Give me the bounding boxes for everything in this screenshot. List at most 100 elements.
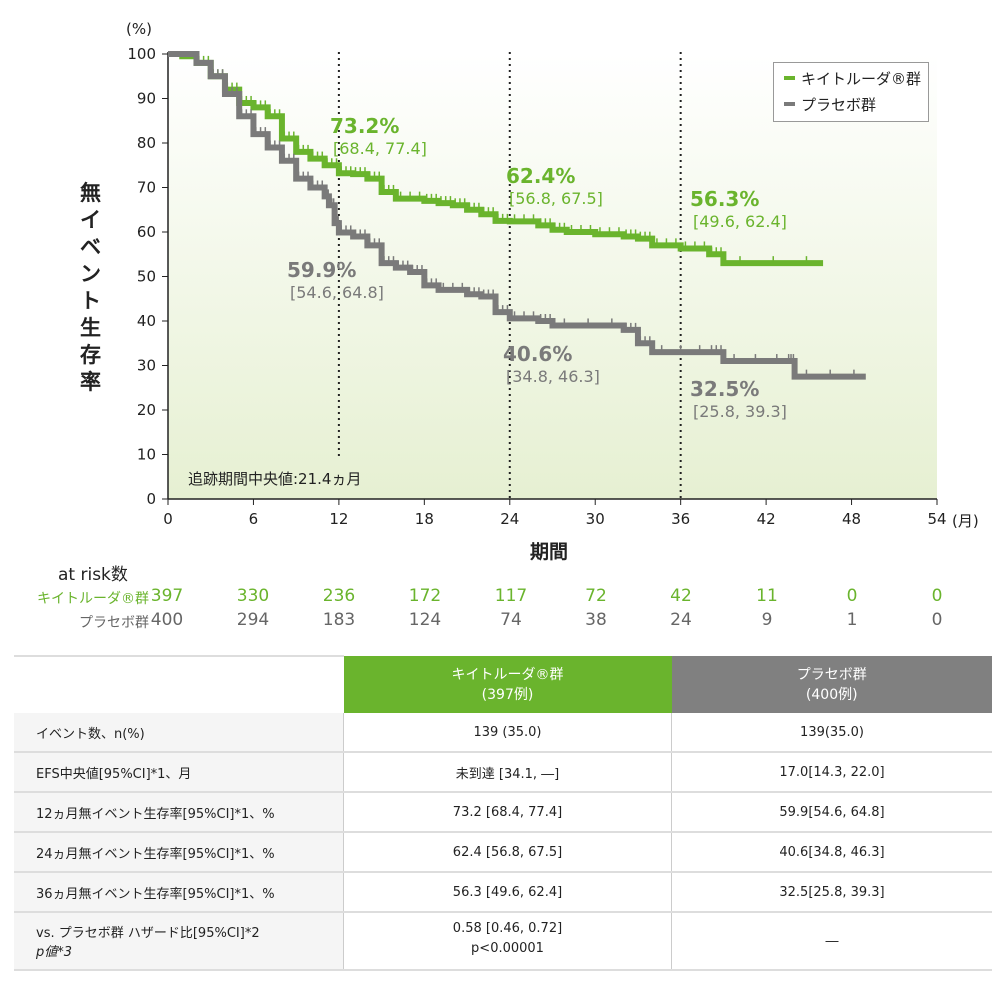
table-row: EFS中央値[95%CI]*1、月 未到達 [34.1, ―] 17.0[14.… [14,752,992,793]
at-risk-count: 400 [150,610,184,630]
y-tick-label: 90 [137,90,156,108]
legend-label: キイトルーダ®群 [801,69,922,88]
table-row-hazard: vs. プラセボ群 ハザード比[95%CI]*2 p値*3 0.58 [0.46,… [14,912,992,971]
ci-label: [68.4, 77.4] [333,139,427,158]
ci-label: [54.6, 64.8] [290,283,384,302]
at-risk-row-label: プラセボ群 [79,615,149,631]
survival-rate-label: 73.2% [330,114,399,138]
y-tick-label: 80 [137,134,156,152]
results-table: キイトルーダ®群 (397例) プラセボ群 (400例) イベント数、n(%) 13… [14,655,992,971]
value-keytruda: 139 (35.0) [343,713,672,753]
x-tick-label: 0 [163,510,173,528]
value-keytruda: 56.3 [49.6, 62.4] [343,872,672,913]
ci-label: [56.8, 67.5] [509,189,603,208]
at-risk-count: 72 [585,586,607,606]
y-unit: (%) [126,20,152,38]
y-tick-label: 100 [127,45,156,63]
at-risk-row-label: キイトルーダ®群 [37,591,149,607]
at-risk-count: 11 [756,586,778,606]
y-tick-label: 20 [137,401,156,419]
value-placebo: 59.9[54.6, 64.8] [671,792,992,833]
legend-swatch [784,102,795,106]
y-tick-label: 70 [137,179,156,197]
at-risk-count: 38 [585,610,607,630]
y-tick-label: 40 [137,312,156,330]
legend-label: プラセボ群 [801,95,877,114]
hr-value-keytruda: 0.58 [0.46, 0.72] p<0.00001 [343,912,672,971]
header-n: (400例) [805,686,858,703]
survival-rate-label: 59.9% [287,258,356,282]
ci-label: [49.6, 62.4] [693,212,787,231]
header-n: (397例) [481,686,534,703]
at-risk-count: 42 [670,586,692,606]
survival-rate-label: 32.5% [690,377,759,401]
legend-item-keytruda: キイトルーダ®群 [784,67,928,89]
table-row: 36ヵ月無イベント生存率[95%CI]*1、% 56.3 [49.6, 62.4… [14,872,992,913]
header-label: プラセボ群 [796,666,867,683]
value-keytruda: 62.4 [56.8, 67.5] [343,832,672,873]
header-keytruda: キイトルーダ®群 (397例) [343,656,672,713]
x-tick-label: 42 [757,510,776,528]
at-risk-title: at risk数 [58,565,128,585]
legend-swatch [784,76,795,80]
value-placebo: 17.0[14.3, 22.0] [671,752,992,793]
table-header-row: キイトルーダ®群 (397例) プラセボ群 (400例) [14,655,992,713]
at-risk-count: 172 [408,586,442,606]
row-label: 12ヵ月無イベント生存率[95%CI]*1、% [14,792,344,833]
at-risk-count: 183 [322,610,356,630]
follow-up-annotation: 追跡期間中央値:21.4ヵ月 [188,470,362,488]
row-label: EFS中央値[95%CI]*1、月 [14,752,344,793]
hr-label: vs. プラセボ群 ハザード比[95%CI]*2 [36,926,260,941]
p-value: p<0.00001 [471,940,544,956]
at-risk-count: 1 [846,610,858,630]
ci-label: [25.8, 39.3] [693,402,787,421]
plot-area [168,54,937,499]
legend: キイトルーダ®群 プラセボ群 [773,62,929,122]
x-tick-label: 6 [249,510,259,528]
value-placebo: 40.6[34.8, 46.3] [671,832,992,873]
km-curve-keytruda [168,51,824,267]
row-label: 24ヵ月無イベント生存率[95%CI]*1、% [14,832,344,873]
x-axis-label: 期間 [530,541,569,563]
header-blank [14,655,344,713]
y-tick-label: 50 [137,268,156,286]
header-placebo: プラセボ群 (400例) [671,656,992,713]
survival-rate-label: 62.4% [506,164,575,188]
x-tick-label: 54 [927,510,946,528]
survival-rate-label: 56.3% [690,187,759,211]
at-risk-count: 124 [408,610,442,630]
survival-rate-label: 40.6% [503,342,572,366]
row-label: イベント数、n(%) [14,713,344,753]
at-risk-row-placebo: プラセボ群 400 294 183 124 74 38 24 9 1 0 [0,610,1000,632]
x-tick-label: 24 [500,510,519,528]
y-tick-label: 60 [137,223,156,241]
header-label: キイトルーダ®群 [451,666,564,683]
at-risk-count: 74 [500,610,522,630]
at-risk-count: 330 [236,586,270,606]
value-placebo: 32.5[25.8, 39.3] [671,872,992,913]
legend-item-placebo: プラセボ群 [784,93,928,115]
km-chart: 0 6 12 18 24 30 36 42 48 54 0 10 20 30 40 50 60 70 80 90 100… [127,45,946,528]
y-tick-label: 10 [137,446,156,464]
x-tick-label: 30 [586,510,605,528]
table-row: イベント数、n(%) 139 (35.0) 139(35.0) [14,713,992,753]
at-risk-count: 9 [761,610,773,630]
y-axis-label: 無イベント生存率 [80,181,101,394]
y-tick-label: 0 [146,490,156,508]
at-risk-row-keytruda: キイトルーダ®群 397 330 236 172 117 72 42 11 0 0 [0,586,1000,608]
ci-label: [34.8, 46.3] [506,367,600,386]
hr-value-placebo: ― [671,912,992,971]
x-tick-label: 18 [415,510,434,528]
table-row: 12ヵ月無イベント生存率[95%CI]*1、% 73.2 [68.4, 77.4… [14,792,992,833]
p-label: p値*3 [36,945,73,960]
x-tick-label: 48 [842,510,861,528]
at-risk-count: 117 [494,586,528,606]
value-placebo: 139(35.0) [671,713,992,753]
x-tick-label: 12 [329,510,348,528]
table-row: 24ヵ月無イベント生存率[95%CI]*1、% 62.4 [56.8, 67.5… [14,832,992,873]
at-risk-count: 397 [150,586,184,606]
value-keytruda: 73.2 [68.4, 77.4] [343,792,672,833]
x-unit: (月) [952,512,979,530]
y-tick-label: 30 [137,357,156,375]
at-risk-count: 294 [236,610,270,630]
